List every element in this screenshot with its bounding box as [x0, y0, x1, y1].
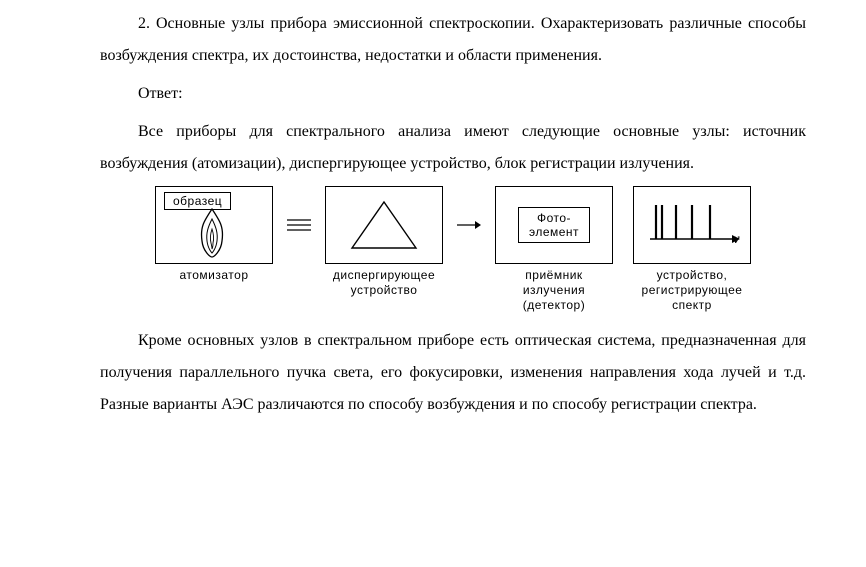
disperser-caption-l1: диспергирующее: [333, 268, 435, 282]
disperser-box: [325, 186, 443, 264]
recorder-node: ν устройство, регистрирующее спектр: [627, 186, 757, 313]
recorder-caption-l3: спектр: [672, 298, 712, 312]
photo-line2: элемент: [529, 225, 579, 239]
arrow-icon: [457, 186, 481, 264]
detector-caption-l3: (детектор): [523, 298, 585, 312]
recorder-caption-l1: устройство,: [657, 268, 728, 282]
question-line1: Основные узлы прибора эмиссионной спектр…: [156, 15, 535, 32]
nu-symbol: ν: [733, 232, 740, 249]
detector-caption-l2: излучения: [523, 283, 585, 297]
document-page: 2. Основные узлы прибора эмиссионной спек…: [0, 0, 866, 567]
recorder-caption-l2: регистрирующее: [642, 283, 743, 297]
prism-icon: [344, 196, 424, 254]
paragraph-1: Все приборы для спектрального анализа им…: [100, 116, 806, 180]
recorder-caption: устройство, регистрирующее спектр: [642, 268, 743, 313]
detector-box: Фото- элемент: [495, 186, 613, 264]
detector-node: Фото- элемент приёмник излучения (детект…: [489, 186, 619, 313]
paragraph-2: Кроме основных узлов в спектральном приб…: [100, 325, 806, 421]
answer-label: Ответ:: [100, 78, 806, 110]
flame-icon: [188, 207, 236, 259]
photo-line1: Фото-: [529, 211, 579, 225]
beam-arrow-icon: [287, 186, 311, 264]
disperser-caption-l2: устройство: [351, 283, 418, 297]
spectrometer-diagram: образец атомизатор диспер: [100, 186, 806, 313]
disperser-node: диспергирующее устройство: [319, 186, 449, 298]
disperser-caption: диспергирующее устройство: [333, 268, 435, 298]
atomizer-caption: атомизатор: [179, 268, 248, 283]
atomizer-node: образец атомизатор: [149, 186, 279, 283]
photoelement-inner-box: Фото- элемент: [518, 207, 590, 244]
question-number: 2.: [138, 15, 150, 32]
detector-caption: приёмник излучения (детектор): [523, 268, 585, 313]
recorder-box: ν: [633, 186, 751, 264]
question-paragraph: 2. Основные узлы прибора эмиссионной спек…: [100, 8, 806, 72]
spectrum-icon: [642, 195, 742, 257]
atomizer-box: образец: [155, 186, 273, 264]
detector-caption-l1: приёмник: [525, 268, 582, 282]
